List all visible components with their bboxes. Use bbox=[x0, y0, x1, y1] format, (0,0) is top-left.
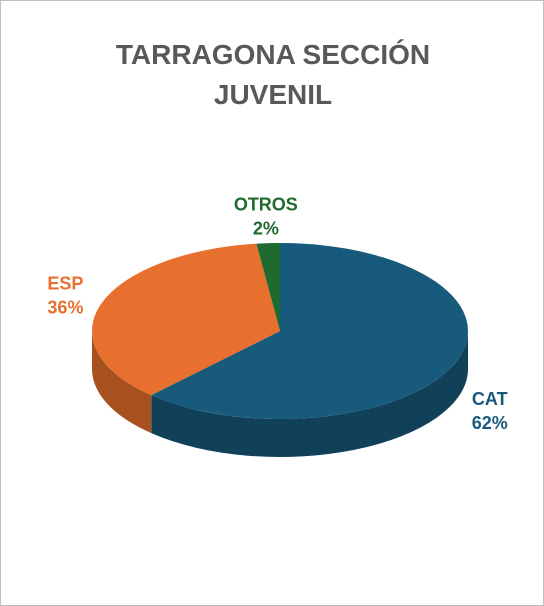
pie-slice bbox=[256, 243, 280, 331]
pie-slice-side bbox=[92, 331, 152, 434]
slice-label: OTROS bbox=[234, 195, 298, 215]
slice-value-label: 36% bbox=[47, 297, 83, 317]
pie-slice-top bbox=[92, 243, 280, 396]
pie-slice-side bbox=[151, 331, 468, 457]
pie-slice-top bbox=[151, 243, 468, 419]
chart-title: TARRAGONA SECCIÓN JUVENIL bbox=[115, 39, 431, 110]
pie-slice-top bbox=[256, 243, 280, 331]
pie-slice bbox=[92, 243, 280, 434]
slice-value-label: 2% bbox=[253, 219, 279, 239]
slice-value-label: 62% bbox=[472, 413, 508, 433]
pie-slice bbox=[151, 243, 468, 457]
slice-label: CAT bbox=[472, 389, 508, 409]
slice-label: ESP bbox=[47, 273, 83, 293]
